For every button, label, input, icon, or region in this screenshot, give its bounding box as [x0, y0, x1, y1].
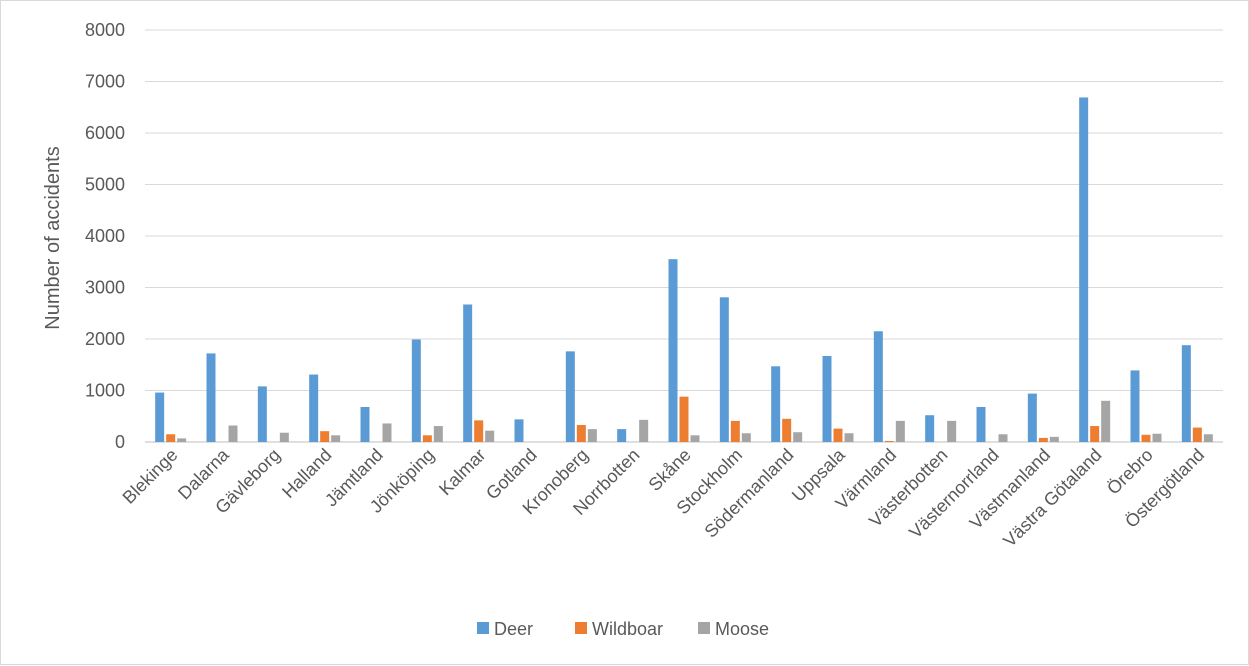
gridlines: [145, 29, 1223, 443]
bar-moose: [741, 433, 751, 442]
bar-moose: [331, 435, 341, 442]
legend: Deer Wildboar Moose: [477, 619, 769, 639]
legend-label-moose: Moose: [715, 619, 769, 639]
bar-moose: [433, 426, 443, 442]
bar-deer: [155, 392, 165, 442]
bar-deer: [976, 406, 986, 442]
y-tick-label: 5000: [85, 175, 125, 195]
y-tick-label: 8000: [85, 20, 125, 40]
bar-wildboar: [474, 420, 484, 442]
bar-moose: [895, 420, 905, 442]
bar-deer: [925, 415, 935, 442]
y-axis-tick-labels: 0 1000 2000 3000 4000 5000 6000 7000 8000: [85, 20, 125, 452]
bar-deer: [873, 331, 883, 442]
bar-moose: [998, 434, 1008, 442]
x-tick-label: Västernorrland: [905, 445, 1003, 543]
bar-moose: [1203, 434, 1213, 442]
bar-moose: [844, 433, 854, 442]
bar-moose: [485, 430, 495, 442]
bar-moose: [177, 438, 187, 442]
legend-swatch-moose: [698, 622, 710, 634]
bar-deer: [617, 429, 627, 442]
y-axis-title: Number of accidents: [42, 146, 64, 329]
legend-swatch-wildboar: [575, 622, 587, 634]
bar-deer: [565, 351, 575, 442]
x-tick-label: Södermanland: [701, 445, 798, 542]
x-axis-tick-labels: BlekingeDalarnaGävleborgHallandJämtlandJ…: [119, 444, 1209, 551]
y-tick-label: 4000: [85, 226, 125, 246]
bar-deer: [206, 353, 216, 442]
bar-moose: [639, 419, 649, 442]
bar-moose: [587, 429, 597, 442]
bar-deer: [463, 304, 473, 442]
bar-deer: [771, 366, 781, 442]
bar-wildboar: [1038, 437, 1048, 442]
y-tick-label: 7000: [85, 72, 125, 92]
bar-wildboar: [422, 435, 432, 442]
bar-moose: [382, 423, 392, 442]
bar-deer: [309, 374, 319, 442]
bar-wildboar: [884, 440, 894, 442]
bar-deer: [719, 297, 729, 442]
bar-moose: [228, 425, 238, 442]
bar-moose: [947, 420, 957, 442]
bar-deer: [360, 406, 370, 442]
y-tick-label: 3000: [85, 278, 125, 298]
bar-wildboar: [1141, 434, 1151, 442]
bar-wildboar: [1090, 426, 1100, 442]
bar-moose: [1101, 400, 1111, 442]
bar-wildboar: [833, 428, 843, 442]
bar-wildboar: [1192, 427, 1202, 442]
bar-deer: [1027, 393, 1037, 442]
y-tick-label: 1000: [85, 381, 125, 401]
x-tick-label: Kalmar: [435, 445, 489, 499]
bar-deer: [822, 355, 832, 442]
bar-wildboar: [166, 434, 176, 442]
legend-swatch-deer: [477, 622, 489, 634]
legend-label-deer: Deer: [494, 619, 533, 639]
bar-moose: [1152, 433, 1162, 442]
bar-deer: [514, 419, 524, 442]
x-tick-label: Blekinge: [119, 445, 182, 508]
y-tick-label: 2000: [85, 329, 125, 349]
bars: [155, 97, 1213, 442]
x-tick-label: Västra Götaland: [999, 445, 1105, 551]
bar-wildboar: [730, 420, 740, 442]
y-tick-label: 0: [115, 432, 125, 452]
legend-label-wildboar: Wildboar: [592, 619, 663, 639]
bar-wildboar: [576, 425, 586, 442]
bar-moose: [690, 435, 700, 442]
bar-deer: [1079, 97, 1089, 442]
bar-deer: [1181, 345, 1191, 442]
bar-deer: [668, 259, 678, 442]
x-tick-label: Skåne: [645, 445, 695, 495]
bar-moose: [1049, 436, 1059, 442]
bar-moose: [793, 432, 803, 442]
y-tick-label: 6000: [85, 123, 125, 143]
bar-wildboar: [320, 431, 330, 442]
bar-deer: [257, 386, 267, 442]
bar-deer: [1130, 370, 1140, 442]
bar-deer: [411, 339, 421, 442]
bar-moose: [279, 432, 289, 442]
bar-wildboar: [782, 418, 792, 442]
bar-wildboar: [679, 396, 689, 442]
